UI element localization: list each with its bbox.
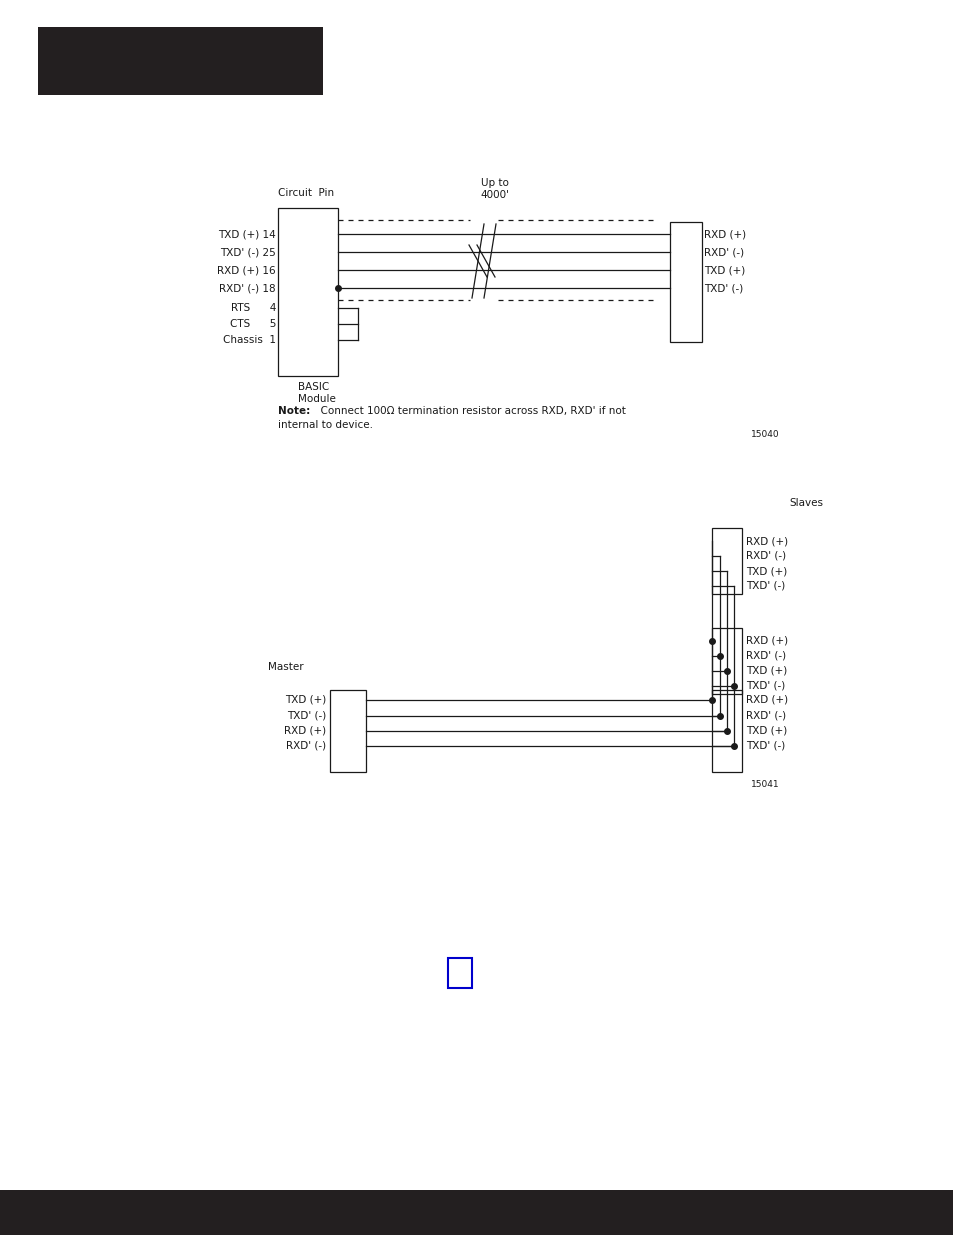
Text: TXD' (-): TXD' (-) bbox=[745, 680, 784, 692]
Text: TXD' (-): TXD' (-) bbox=[745, 580, 784, 592]
Text: TXD (+): TXD (+) bbox=[284, 695, 326, 705]
Text: RXD (+): RXD (+) bbox=[745, 695, 787, 705]
Text: TXD (+): TXD (+) bbox=[745, 566, 786, 576]
Text: RXD' (-): RXD' (-) bbox=[745, 551, 785, 561]
Text: TXD (+): TXD (+) bbox=[745, 666, 786, 676]
Text: RXD (+): RXD (+) bbox=[284, 726, 326, 736]
Text: Chassis  1: Chassis 1 bbox=[223, 335, 275, 345]
Text: Slaves: Slaves bbox=[788, 498, 822, 508]
Text: internal to device.: internal to device. bbox=[277, 420, 373, 430]
Text: RXD' (-) 18: RXD' (-) 18 bbox=[219, 283, 275, 293]
Text: TXD' (-): TXD' (-) bbox=[703, 283, 742, 293]
Bar bbox=[0, 1191, 953, 1235]
Bar bbox=[711, 629, 741, 694]
Text: RXD' (-): RXD' (-) bbox=[745, 651, 785, 661]
Text: TXD (+): TXD (+) bbox=[703, 266, 744, 275]
Bar bbox=[38, 27, 323, 95]
Text: Circuit  Pin: Circuit Pin bbox=[277, 188, 334, 198]
Text: TXD' (-) 25: TXD' (-) 25 bbox=[220, 247, 275, 257]
Text: RTS      4: RTS 4 bbox=[231, 303, 275, 312]
Text: TXD (+) 14: TXD (+) 14 bbox=[218, 228, 275, 240]
Bar bbox=[277, 207, 337, 375]
Text: Note:: Note: bbox=[277, 406, 310, 416]
Bar bbox=[669, 222, 701, 342]
Text: RXD (+) 16: RXD (+) 16 bbox=[217, 266, 275, 275]
Text: RXD (+): RXD (+) bbox=[745, 536, 787, 546]
Text: RXD' (-): RXD' (-) bbox=[286, 741, 326, 751]
Text: BASIC
Module: BASIC Module bbox=[297, 382, 335, 404]
Text: CTS      5: CTS 5 bbox=[230, 319, 275, 329]
Text: RXD (+): RXD (+) bbox=[703, 228, 745, 240]
Bar bbox=[711, 690, 741, 772]
Text: RXD' (-): RXD' (-) bbox=[703, 247, 743, 257]
Bar bbox=[330, 690, 366, 772]
Text: 15040: 15040 bbox=[751, 430, 780, 438]
Bar bbox=[448, 958, 472, 988]
Text: TXD (+): TXD (+) bbox=[745, 726, 786, 736]
Text: Connect 100Ω termination resistor across RXD, RXD' if not: Connect 100Ω termination resistor across… bbox=[314, 406, 625, 416]
Text: RXD (+): RXD (+) bbox=[745, 636, 787, 646]
Text: Master: Master bbox=[268, 662, 303, 672]
Text: 15041: 15041 bbox=[751, 781, 780, 789]
Bar bbox=[711, 529, 741, 594]
Text: Up to
4000': Up to 4000' bbox=[480, 178, 509, 200]
Text: TXD' (-): TXD' (-) bbox=[745, 741, 784, 751]
Text: RXD' (-): RXD' (-) bbox=[745, 711, 785, 721]
Text: TXD' (-): TXD' (-) bbox=[287, 711, 326, 721]
